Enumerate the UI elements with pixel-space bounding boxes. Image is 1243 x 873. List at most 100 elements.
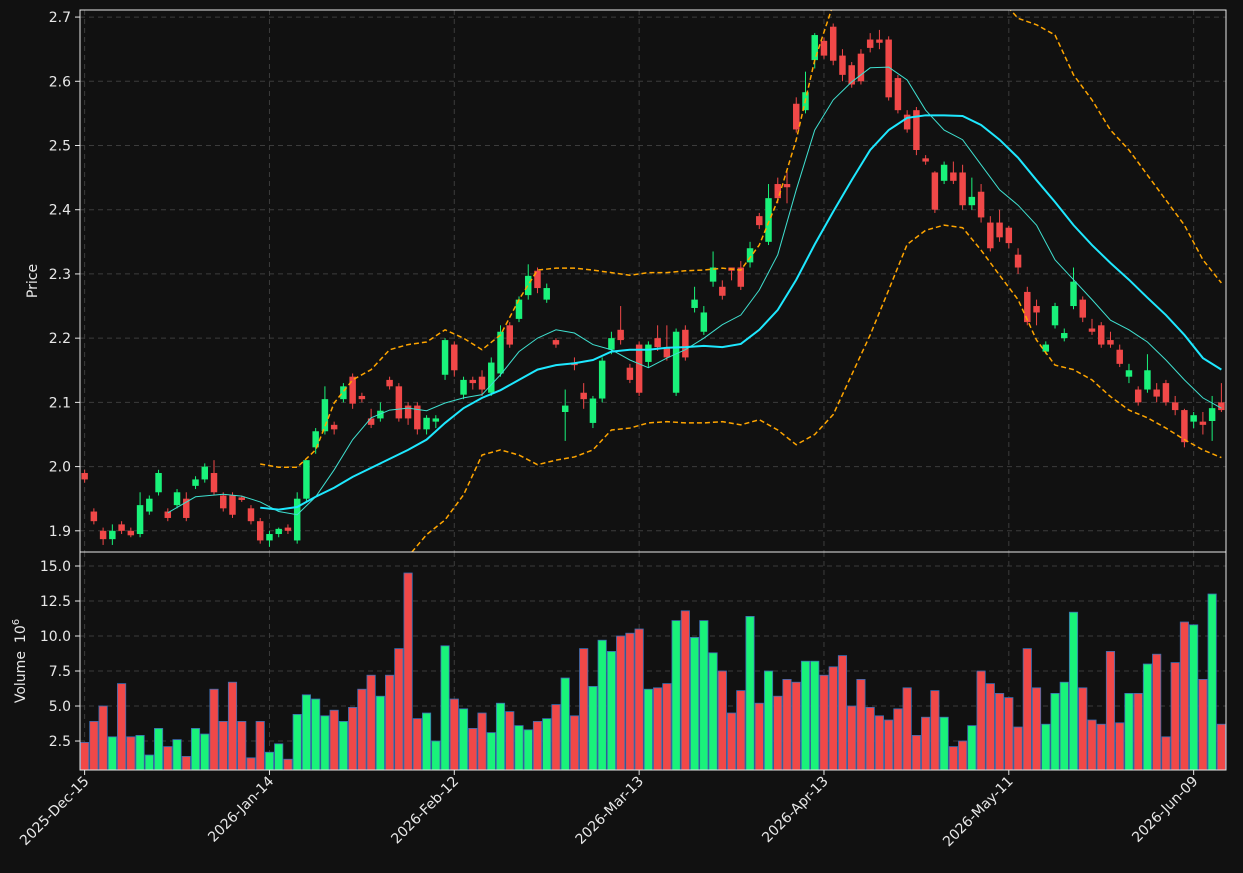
candle-body xyxy=(1218,402,1225,411)
candle-body xyxy=(1033,306,1040,313)
volume-bar xyxy=(1207,593,1217,770)
candle-body xyxy=(303,460,310,499)
candle-body xyxy=(894,78,902,111)
indicator-line xyxy=(260,114,1222,511)
candle-body xyxy=(635,344,643,393)
candle-body xyxy=(672,331,680,393)
candle-body xyxy=(210,473,218,493)
volume-bar xyxy=(773,695,783,770)
volume-bar xyxy=(1078,687,1088,770)
volume-bar xyxy=(264,751,275,770)
candle-body xyxy=(81,473,88,480)
volume-bar xyxy=(995,693,1005,770)
y-tick-label: 2.5 xyxy=(49,734,71,750)
candle-body xyxy=(1144,370,1151,390)
volume-bar xyxy=(495,702,506,770)
volume-bar xyxy=(357,688,367,770)
volume-bar xyxy=(523,729,533,770)
candle-body xyxy=(857,53,865,82)
volume-bar xyxy=(292,714,302,770)
volume-bar xyxy=(921,716,931,770)
volume-bar xyxy=(283,758,293,770)
y-tick-label: 2.3 xyxy=(49,267,71,283)
candle-body xyxy=(284,527,292,531)
candle-body xyxy=(820,40,828,56)
candle-body xyxy=(404,405,412,419)
candle-body xyxy=(931,172,939,210)
candle-body xyxy=(414,405,421,430)
volume-bar xyxy=(486,732,496,770)
volume-bar xyxy=(606,651,616,770)
volume-bar xyxy=(1189,624,1199,770)
indicator-line xyxy=(167,66,1222,516)
volume-bar xyxy=(163,746,173,770)
volume-bar xyxy=(181,756,191,770)
candle-body xyxy=(266,534,273,541)
candle-body xyxy=(1014,254,1022,268)
y-tick-label: 2.6 xyxy=(49,74,71,90)
candle-body xyxy=(386,379,393,387)
candle-body xyxy=(441,340,449,375)
volume-bar xyxy=(1133,693,1143,770)
candle-body xyxy=(1171,402,1179,411)
candle-body xyxy=(488,362,495,393)
volume-bar xyxy=(1161,736,1171,770)
volume-bar xyxy=(117,683,127,770)
candle-body xyxy=(275,528,282,535)
candle-body xyxy=(247,508,255,522)
candle-body xyxy=(460,379,467,395)
candle-body xyxy=(1097,325,1105,345)
volume-bar xyxy=(551,704,561,770)
volume-bar xyxy=(939,716,949,770)
volume-bar xyxy=(653,687,663,770)
volume-bar xyxy=(1115,722,1125,770)
candle-body xyxy=(1181,410,1188,443)
candle-body xyxy=(201,466,209,480)
volume-bar xyxy=(948,746,958,770)
volume-bar xyxy=(560,677,570,770)
candle-body xyxy=(349,376,356,404)
volume-bar xyxy=(1170,662,1180,770)
volume-bar xyxy=(227,681,238,770)
candle-body xyxy=(866,39,874,48)
volume-bar xyxy=(200,733,210,770)
volume-bar xyxy=(366,674,376,770)
candle-body xyxy=(109,530,116,540)
candle-body xyxy=(99,530,107,540)
volume-bar xyxy=(1105,651,1116,770)
volume-bar xyxy=(301,694,311,770)
volume-bar xyxy=(385,674,395,770)
candle-body xyxy=(839,55,846,75)
candle-body xyxy=(645,344,652,362)
candle-body xyxy=(746,248,754,263)
volume-bar xyxy=(311,698,321,770)
volume-bar xyxy=(505,711,515,770)
candle-body xyxy=(719,286,726,296)
candle-body xyxy=(1070,281,1077,307)
candle-body xyxy=(432,418,440,422)
volume-bar xyxy=(1216,723,1226,770)
candle-body xyxy=(312,431,319,448)
volume-bar xyxy=(967,725,977,770)
candle-body xyxy=(534,270,541,289)
volume-bar xyxy=(699,620,709,770)
volume-axis-label: Volume 106 xyxy=(11,619,29,703)
candle-body xyxy=(682,329,689,358)
candle-body xyxy=(229,495,236,515)
y-tick-label: 2.2 xyxy=(49,331,71,347)
candle-body xyxy=(996,222,1003,238)
candle-body xyxy=(977,191,985,218)
volume-bar xyxy=(588,686,598,770)
candle-body xyxy=(220,495,227,509)
candle-body xyxy=(423,417,430,430)
volume-bar xyxy=(403,572,413,770)
candle-body xyxy=(626,367,634,380)
volume-bar xyxy=(865,707,875,770)
candle-body xyxy=(1005,227,1013,244)
volume-bar xyxy=(274,743,284,770)
volume-bar xyxy=(1198,679,1208,770)
volume-bar xyxy=(874,715,884,770)
volume-bar xyxy=(708,652,718,770)
candle-body xyxy=(1042,344,1050,352)
volume-bar xyxy=(579,648,589,770)
